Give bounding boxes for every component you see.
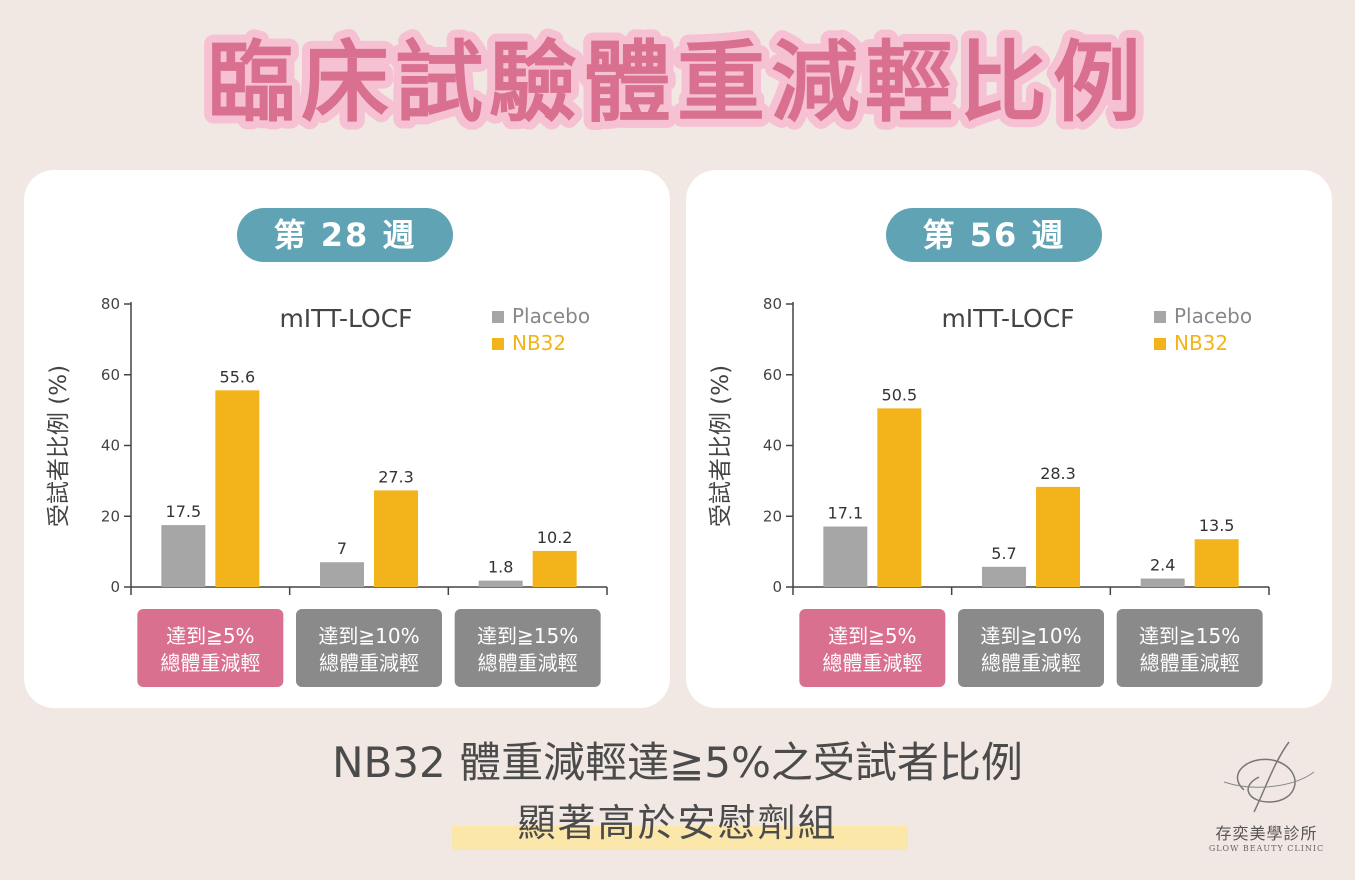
y-axis-label: 受試者比例 (%) [708, 365, 734, 527]
category-label-line: 總體重減輕 [319, 651, 419, 675]
data-label: 28.3 [1040, 464, 1076, 483]
data-label: 27.3 [378, 467, 414, 486]
conclusion-line-1: NB32 體重減輕達≧5%之受試者比例 [332, 738, 1023, 787]
category-label-line: 總體重減輕 [1140, 651, 1240, 675]
data-label: 13.5 [1199, 516, 1235, 535]
data-label: 1.8 [488, 558, 513, 577]
bar-nb32 [1194, 539, 1239, 587]
main-title: 臨床試驗體重減輕比例 臨床試驗體重減輕比例 [199, 23, 1149, 138]
data-label: 17.1 [828, 504, 864, 523]
main-title-text: 臨床試驗體重減輕比例 [207, 31, 1147, 134]
category-label-line: 總體重減輕 [981, 651, 1081, 675]
legend-label: NB32 [512, 331, 566, 355]
chart-title: mITT-LOCF [941, 304, 1074, 333]
bar-chart-week-56: 受試者比例 (%) 0 20 40 60 80 mITT-LOCF Placebo NB32 17… [708, 295, 1270, 687]
logo-mark-icon [1223, 741, 1315, 813]
y-tick-label: 20 [763, 507, 782, 525]
bar-placebo [982, 566, 1026, 587]
category-label: 達到≧10% 總體重減輕 [980, 624, 1081, 675]
y-tick-label: 0 [772, 578, 782, 596]
category-label-line: 達到≧5% [828, 624, 917, 648]
category-label-line: 總體重減輕 [822, 651, 922, 675]
chart-title: mITT-LOCF [279, 304, 412, 333]
category-label-line: 總體重減輕 [160, 651, 260, 675]
y-tick-label: 20 [101, 507, 120, 525]
y-tick-label: 0 [110, 578, 120, 596]
data-label: 50.5 [882, 385, 918, 404]
category-box [799, 609, 946, 687]
data-label: 55.6 [220, 367, 256, 386]
bar-nb32 [532, 550, 577, 587]
category-box [137, 609, 284, 687]
category-box [296, 609, 442, 687]
bar-nb32 [1036, 486, 1080, 587]
data-label: 5.7 [991, 544, 1016, 563]
category-label-line: 總體重減輕 [478, 651, 578, 675]
bar-placebo [161, 525, 206, 587]
y-tick-label: 40 [763, 437, 782, 455]
y-tick-label: 80 [763, 295, 782, 313]
bar-nb32 [374, 490, 418, 587]
legend-label: Placebo [512, 304, 590, 328]
category-box [1116, 609, 1263, 687]
conclusion-line-2: 顯著高於安慰劑組 [517, 801, 838, 845]
data-label: 2.4 [1150, 556, 1175, 575]
data-label: 17.5 [166, 502, 202, 521]
bar-placebo [320, 562, 364, 587]
y-tick-label: 40 [101, 437, 120, 455]
legend-label: Placebo [1174, 304, 1252, 328]
legend-label: NB32 [1174, 331, 1228, 355]
y-tick-label: 80 [101, 295, 120, 313]
legend-swatch-nb32 [1154, 338, 1166, 350]
logo-name-en: GLOW BEAUTY CLINIC [1208, 844, 1325, 853]
legend-swatch-nb32 [492, 338, 504, 350]
bar-placebo [1140, 578, 1185, 587]
category-label-line: 達到≧10% [318, 624, 419, 648]
bar-placebo [823, 526, 868, 587]
bar-placebo [478, 580, 523, 587]
chart-panel-week-56: 第 56 週 受試者比例 (%) 0 20 40 60 80 mITT-LOCF Placeb… [686, 170, 1332, 708]
category-label: 達到≧5% 總體重減輕 [160, 624, 260, 675]
y-tick-label: 60 [763, 366, 782, 384]
y-tick-label: 60 [101, 366, 120, 384]
category-box [958, 609, 1104, 687]
category-label-line: 達到≧5% [166, 624, 255, 648]
category-label: 達到≧15% 總體重減輕 [1139, 624, 1240, 675]
bar-nb32 [215, 390, 260, 587]
data-label: 7 [337, 539, 347, 558]
legend-swatch-placebo [1154, 311, 1166, 323]
week-28-badge: 第 28 週 [237, 208, 453, 262]
week-56-badge: 第 56 週 [886, 208, 1102, 262]
text-highlight [452, 826, 908, 850]
category-box [454, 609, 601, 687]
data-label: 10.2 [537, 528, 573, 547]
bar-nb32 [877, 408, 922, 587]
logo-name-zh: 存奕美學診所 [1215, 824, 1318, 843]
category-label-line: 達到≧15% [1139, 624, 1240, 648]
chart-panel-week-28: 第 28 週 受試者比例 (%) 0 20 40 60 80 mITT-LOCF Placeb… [24, 170, 670, 708]
clinic-logo: 存奕美學診所 GLOW BEAUTY CLINIC [1204, 732, 1329, 862]
category-label-line: 達到≧10% [980, 624, 1081, 648]
category-label: 達到≧10% 總體重減輕 [318, 624, 419, 675]
y-axis-label: 受試者比例 (%) [46, 365, 72, 527]
category-label: 達到≧15% 總體重減輕 [477, 624, 578, 675]
category-label: 達到≧5% 總體重減輕 [822, 624, 922, 675]
main-title-outline: 臨床試驗體重減輕比例 [207, 31, 1147, 134]
legend-swatch-placebo [492, 311, 504, 323]
bar-chart-week-28: 受試者比例 (%) 0 20 40 60 80 mITT-LOCF Placebo NB32 17… [46, 295, 608, 687]
category-label-line: 達到≧15% [477, 624, 578, 648]
